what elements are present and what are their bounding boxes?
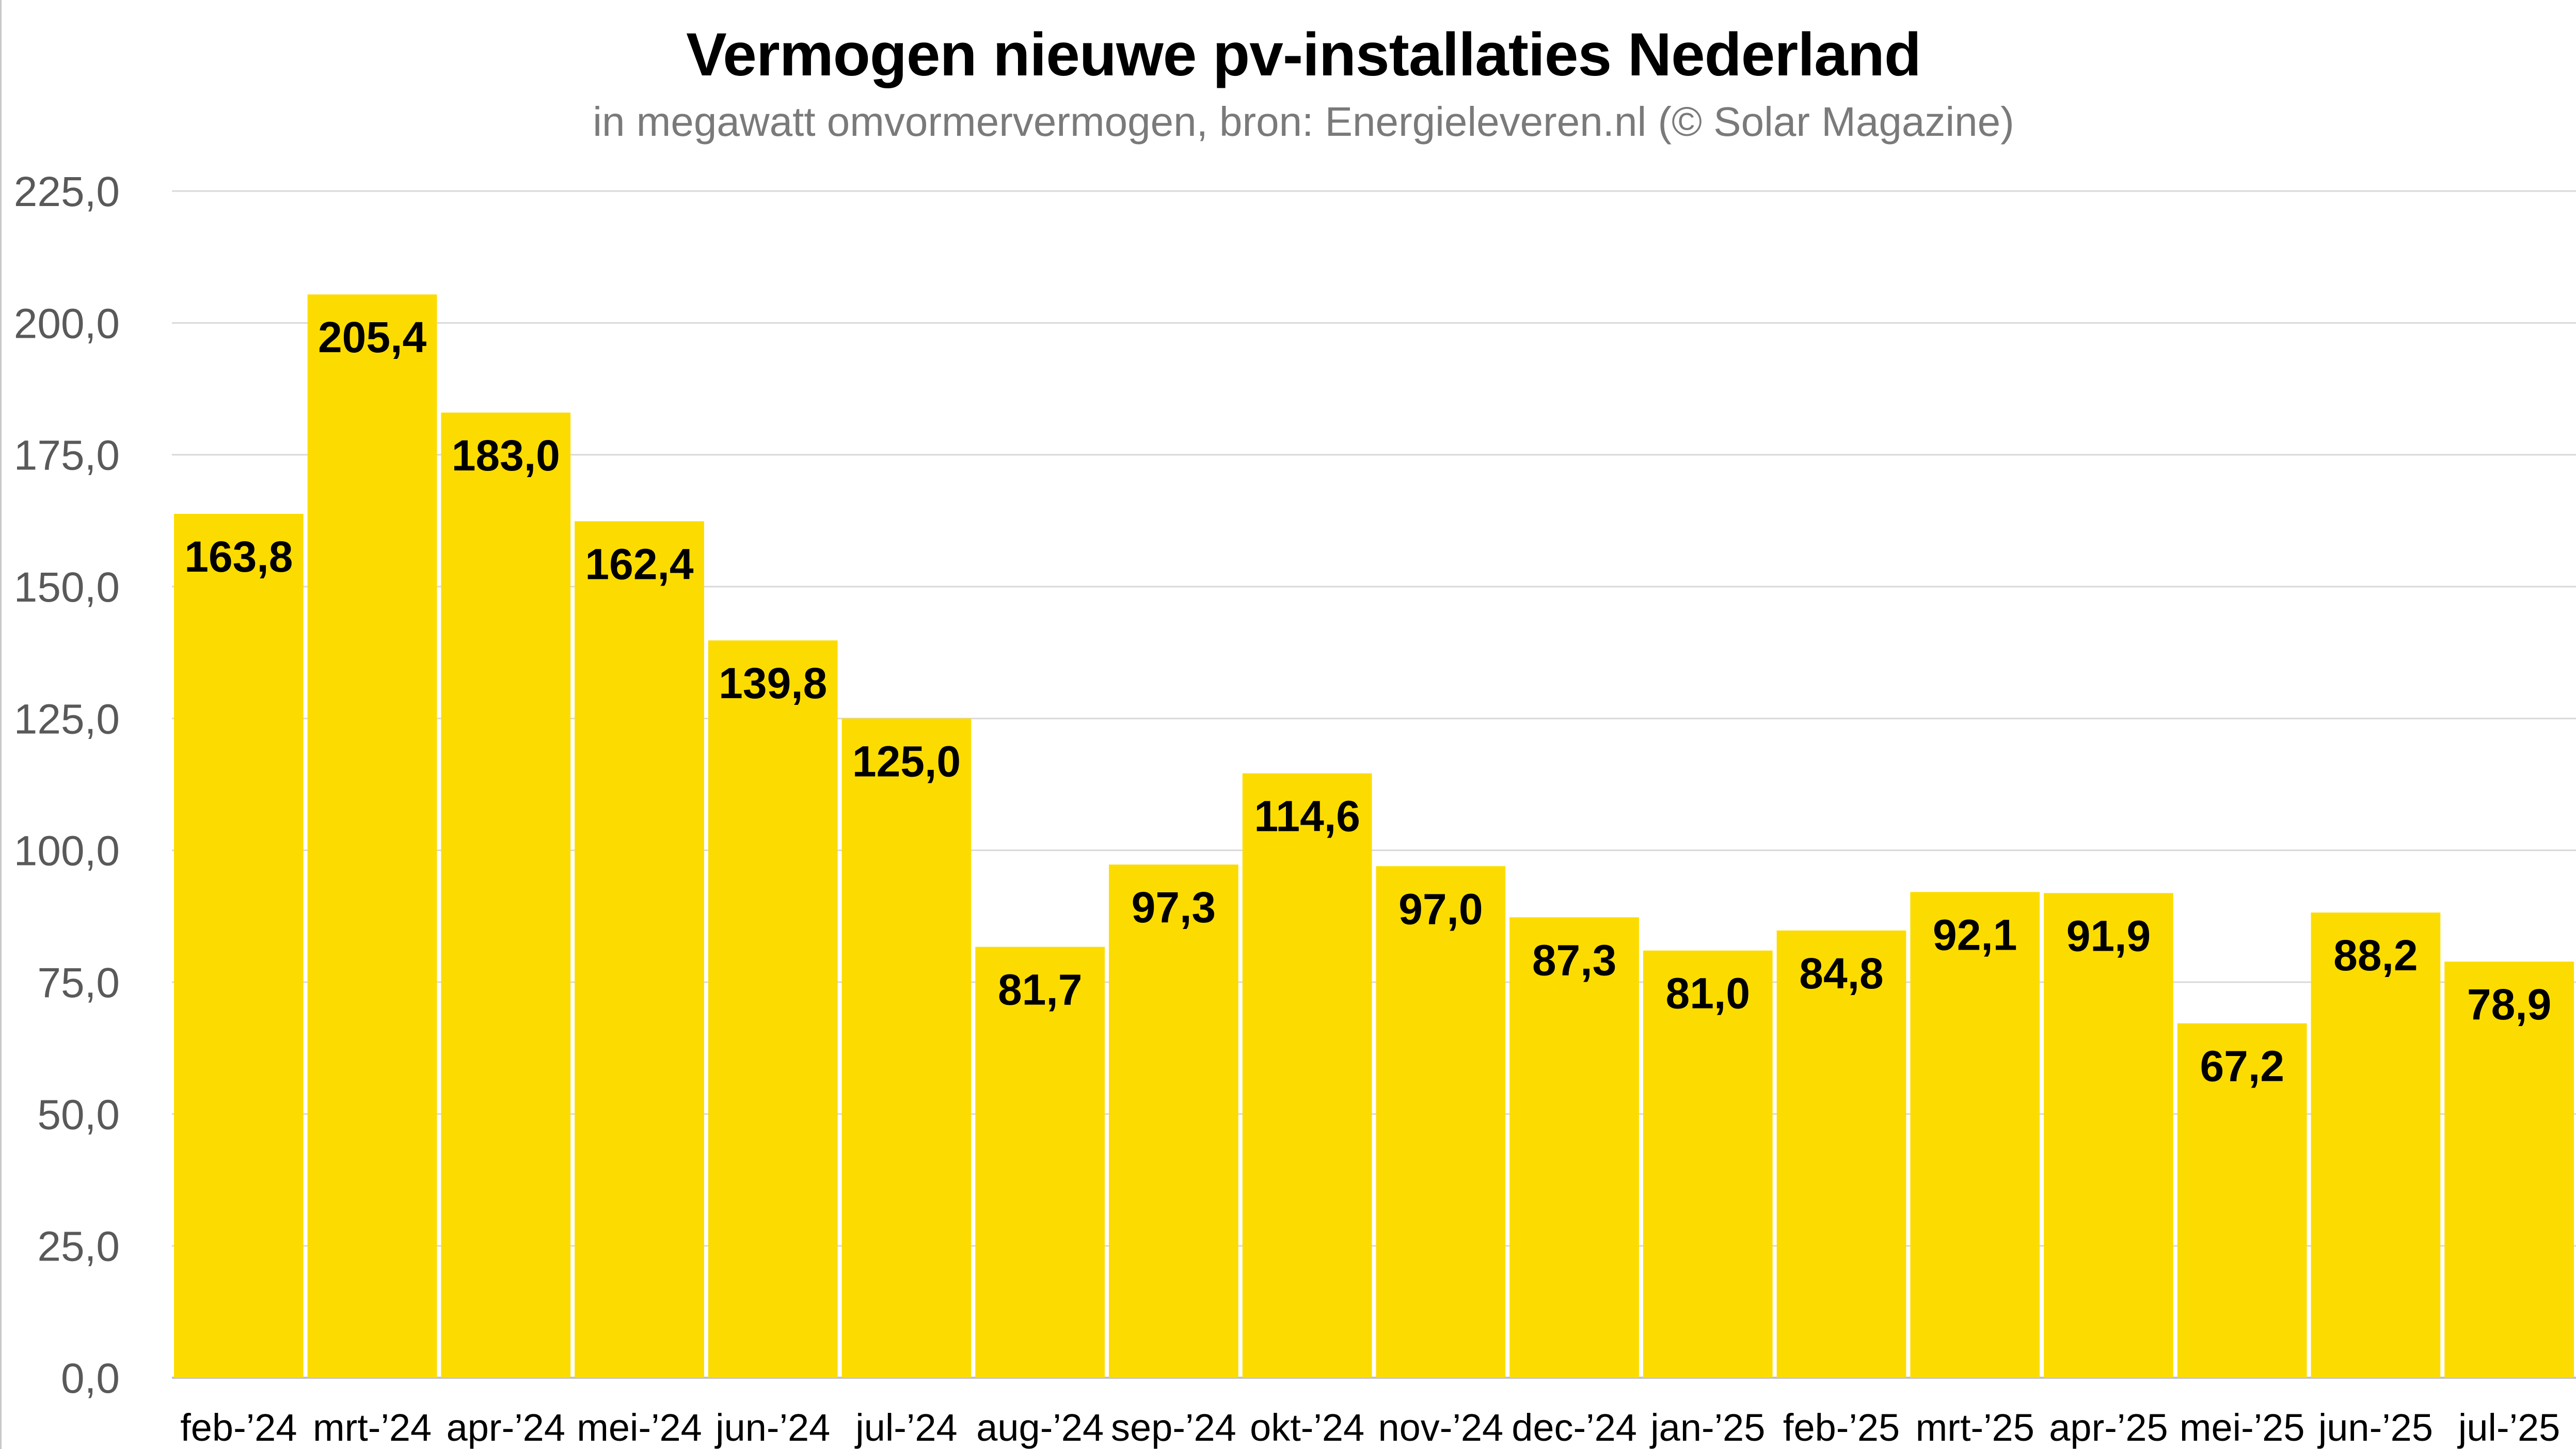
data-label: 78,9: [2467, 980, 2552, 1029]
data-label: 139,8: [719, 659, 827, 707]
bar: [575, 521, 704, 1378]
y-tick-label: 0,0: [61, 1355, 120, 1402]
data-label: 81,7: [998, 966, 1083, 1014]
x-tick-label: okt-’24: [1250, 1406, 1364, 1449]
bar: [2444, 962, 2574, 1378]
data-label: 205,4: [318, 313, 426, 361]
x-tick-label: jul-’24: [854, 1406, 957, 1449]
x-tick-label: apr-’24: [447, 1406, 565, 1449]
bar: [1242, 773, 1372, 1378]
x-tick-label: dec-’24: [1512, 1406, 1637, 1449]
x-tick-label: mrt-’25: [1916, 1406, 2034, 1449]
bar: [1643, 950, 1773, 1378]
y-tick-label: 150,0: [14, 564, 120, 611]
x-tick-label: mei-’24: [577, 1406, 702, 1449]
x-tick-label: sep-’24: [1111, 1406, 1236, 1449]
data-label: 81,0: [1666, 969, 1751, 1018]
bar: [975, 947, 1105, 1378]
x-tick-label: jun-’25: [2317, 1406, 2433, 1449]
x-tick-label: feb-’24: [180, 1406, 297, 1449]
y-tick-label: 225,0: [14, 168, 120, 215]
x-tick-label: apr-’25: [2049, 1406, 2168, 1449]
data-label: 91,9: [2066, 911, 2151, 960]
bar: [1776, 930, 1906, 1378]
x-tick-label: aug-’24: [976, 1406, 1104, 1449]
x-tick-label: jun-’24: [714, 1406, 830, 1449]
data-label: 84,8: [1799, 949, 1884, 998]
left-border: [0, 0, 2, 1449]
x-tick-label: feb-’25: [1783, 1406, 1900, 1449]
bars: [174, 294, 2574, 1378]
data-label: 183,0: [452, 431, 560, 480]
data-label: 97,3: [1132, 883, 1216, 932]
y-tick-label: 75,0: [37, 959, 120, 1006]
bar: [307, 294, 437, 1378]
data-label: 87,3: [1532, 936, 1617, 984]
data-label: 92,1: [1933, 910, 2017, 959]
y-tick-label: 175,0: [14, 432, 120, 479]
gridlines: [172, 190, 2576, 1379]
x-tick-label: mrt-’24: [313, 1406, 432, 1449]
bar: [1376, 866, 1506, 1378]
bar: [174, 514, 304, 1378]
bar: [2311, 912, 2441, 1378]
data-label: 162,4: [585, 540, 693, 588]
data-label: 67,2: [2200, 1042, 2284, 1091]
chart-title: Vermogen nieuwe pv-installaties Nederlan…: [686, 21, 1921, 89]
bar: [1109, 864, 1238, 1378]
chart-subtitle: in megawatt omvormervermogen, bron: Ener…: [593, 99, 2014, 145]
data-label: 97,0: [1398, 885, 1483, 933]
bar: [1910, 892, 2040, 1378]
data-label: 114,6: [1254, 792, 1360, 841]
y-tick-label: 125,0: [14, 696, 120, 743]
bar: [841, 718, 972, 1378]
x-tick-label: jul-’25: [2457, 1406, 2560, 1449]
y-tick-label: 25,0: [37, 1223, 120, 1270]
bar: [1509, 917, 1639, 1378]
x-tick-label: mei-’25: [2180, 1406, 2305, 1449]
bar: [2044, 893, 2173, 1378]
data-label: 125,0: [852, 737, 961, 785]
x-tick-label: nov-’24: [1378, 1406, 1504, 1449]
bar: [2177, 1023, 2307, 1378]
data-label: 163,8: [184, 532, 293, 581]
y-axis-ticks: 0,0 25,0 50,0 75,0 100,0 125,0 150,0 175,0 200,0…: [14, 168, 120, 1402]
x-tick-label: jan-’25: [1649, 1406, 1765, 1449]
y-tick-label: 100,0: [14, 828, 120, 875]
data-label: 88,2: [2333, 931, 2418, 980]
bar: [441, 412, 571, 1378]
data-labels: 163,8 205,4 183,0 162,4 139,8 125,0 81,7 97,3 11…: [184, 313, 2551, 1090]
y-tick-label: 200,0: [14, 300, 120, 347]
x-axis-ticks: feb-’24 mrt-’24 apr-’24 mei-’24 jun-’24 jul-’…: [180, 1406, 2560, 1449]
y-tick-label: 50,0: [37, 1091, 120, 1138]
bar: [708, 640, 838, 1378]
